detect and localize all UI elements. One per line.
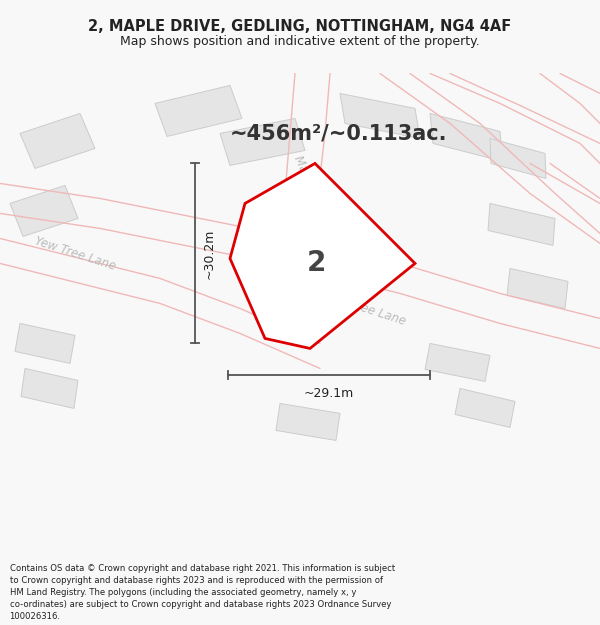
Text: ~30.2m: ~30.2m (203, 228, 216, 279)
Polygon shape (340, 93, 420, 138)
Text: 2: 2 (307, 249, 326, 277)
Polygon shape (490, 138, 546, 179)
Polygon shape (425, 344, 490, 381)
Text: Yew Tree Lane: Yew Tree Lane (33, 234, 117, 272)
Polygon shape (155, 86, 242, 136)
Text: 2, MAPLE DRIVE, GEDLING, NOTTINGHAM, NG4 4AF: 2, MAPLE DRIVE, GEDLING, NOTTINGHAM, NG4… (88, 19, 512, 34)
Text: ~456m²/~0.113ac.: ~456m²/~0.113ac. (230, 124, 448, 143)
Polygon shape (230, 163, 415, 349)
Polygon shape (276, 404, 340, 441)
Text: ~29.1m: ~29.1m (304, 388, 354, 401)
Text: HM Land Registry. The polygons (including the associated geometry, namely x, y: HM Land Registry. The polygons (includin… (10, 588, 356, 597)
Polygon shape (21, 368, 78, 409)
Text: to Crown copyright and database rights 2023 and is reproduced with the permissio: to Crown copyright and database rights 2… (10, 576, 383, 585)
Text: Map Drive: Map Drive (292, 154, 329, 213)
Text: co-ordinates) are subject to Crown copyright and database rights 2023 Ordnance S: co-ordinates) are subject to Crown copyr… (10, 600, 391, 609)
Polygon shape (15, 324, 75, 363)
Polygon shape (220, 119, 305, 166)
Polygon shape (507, 269, 568, 308)
Text: Map shows position and indicative extent of the property.: Map shows position and indicative extent… (120, 35, 480, 48)
Polygon shape (488, 204, 555, 246)
Text: Yew Tree Lane: Yew Tree Lane (323, 289, 407, 328)
Polygon shape (10, 186, 78, 236)
Polygon shape (455, 388, 515, 428)
Polygon shape (430, 114, 503, 161)
Text: 100026316.: 100026316. (10, 612, 61, 621)
Polygon shape (20, 114, 95, 168)
Text: Contains OS data © Crown copyright and database right 2021. This information is : Contains OS data © Crown copyright and d… (10, 564, 395, 573)
